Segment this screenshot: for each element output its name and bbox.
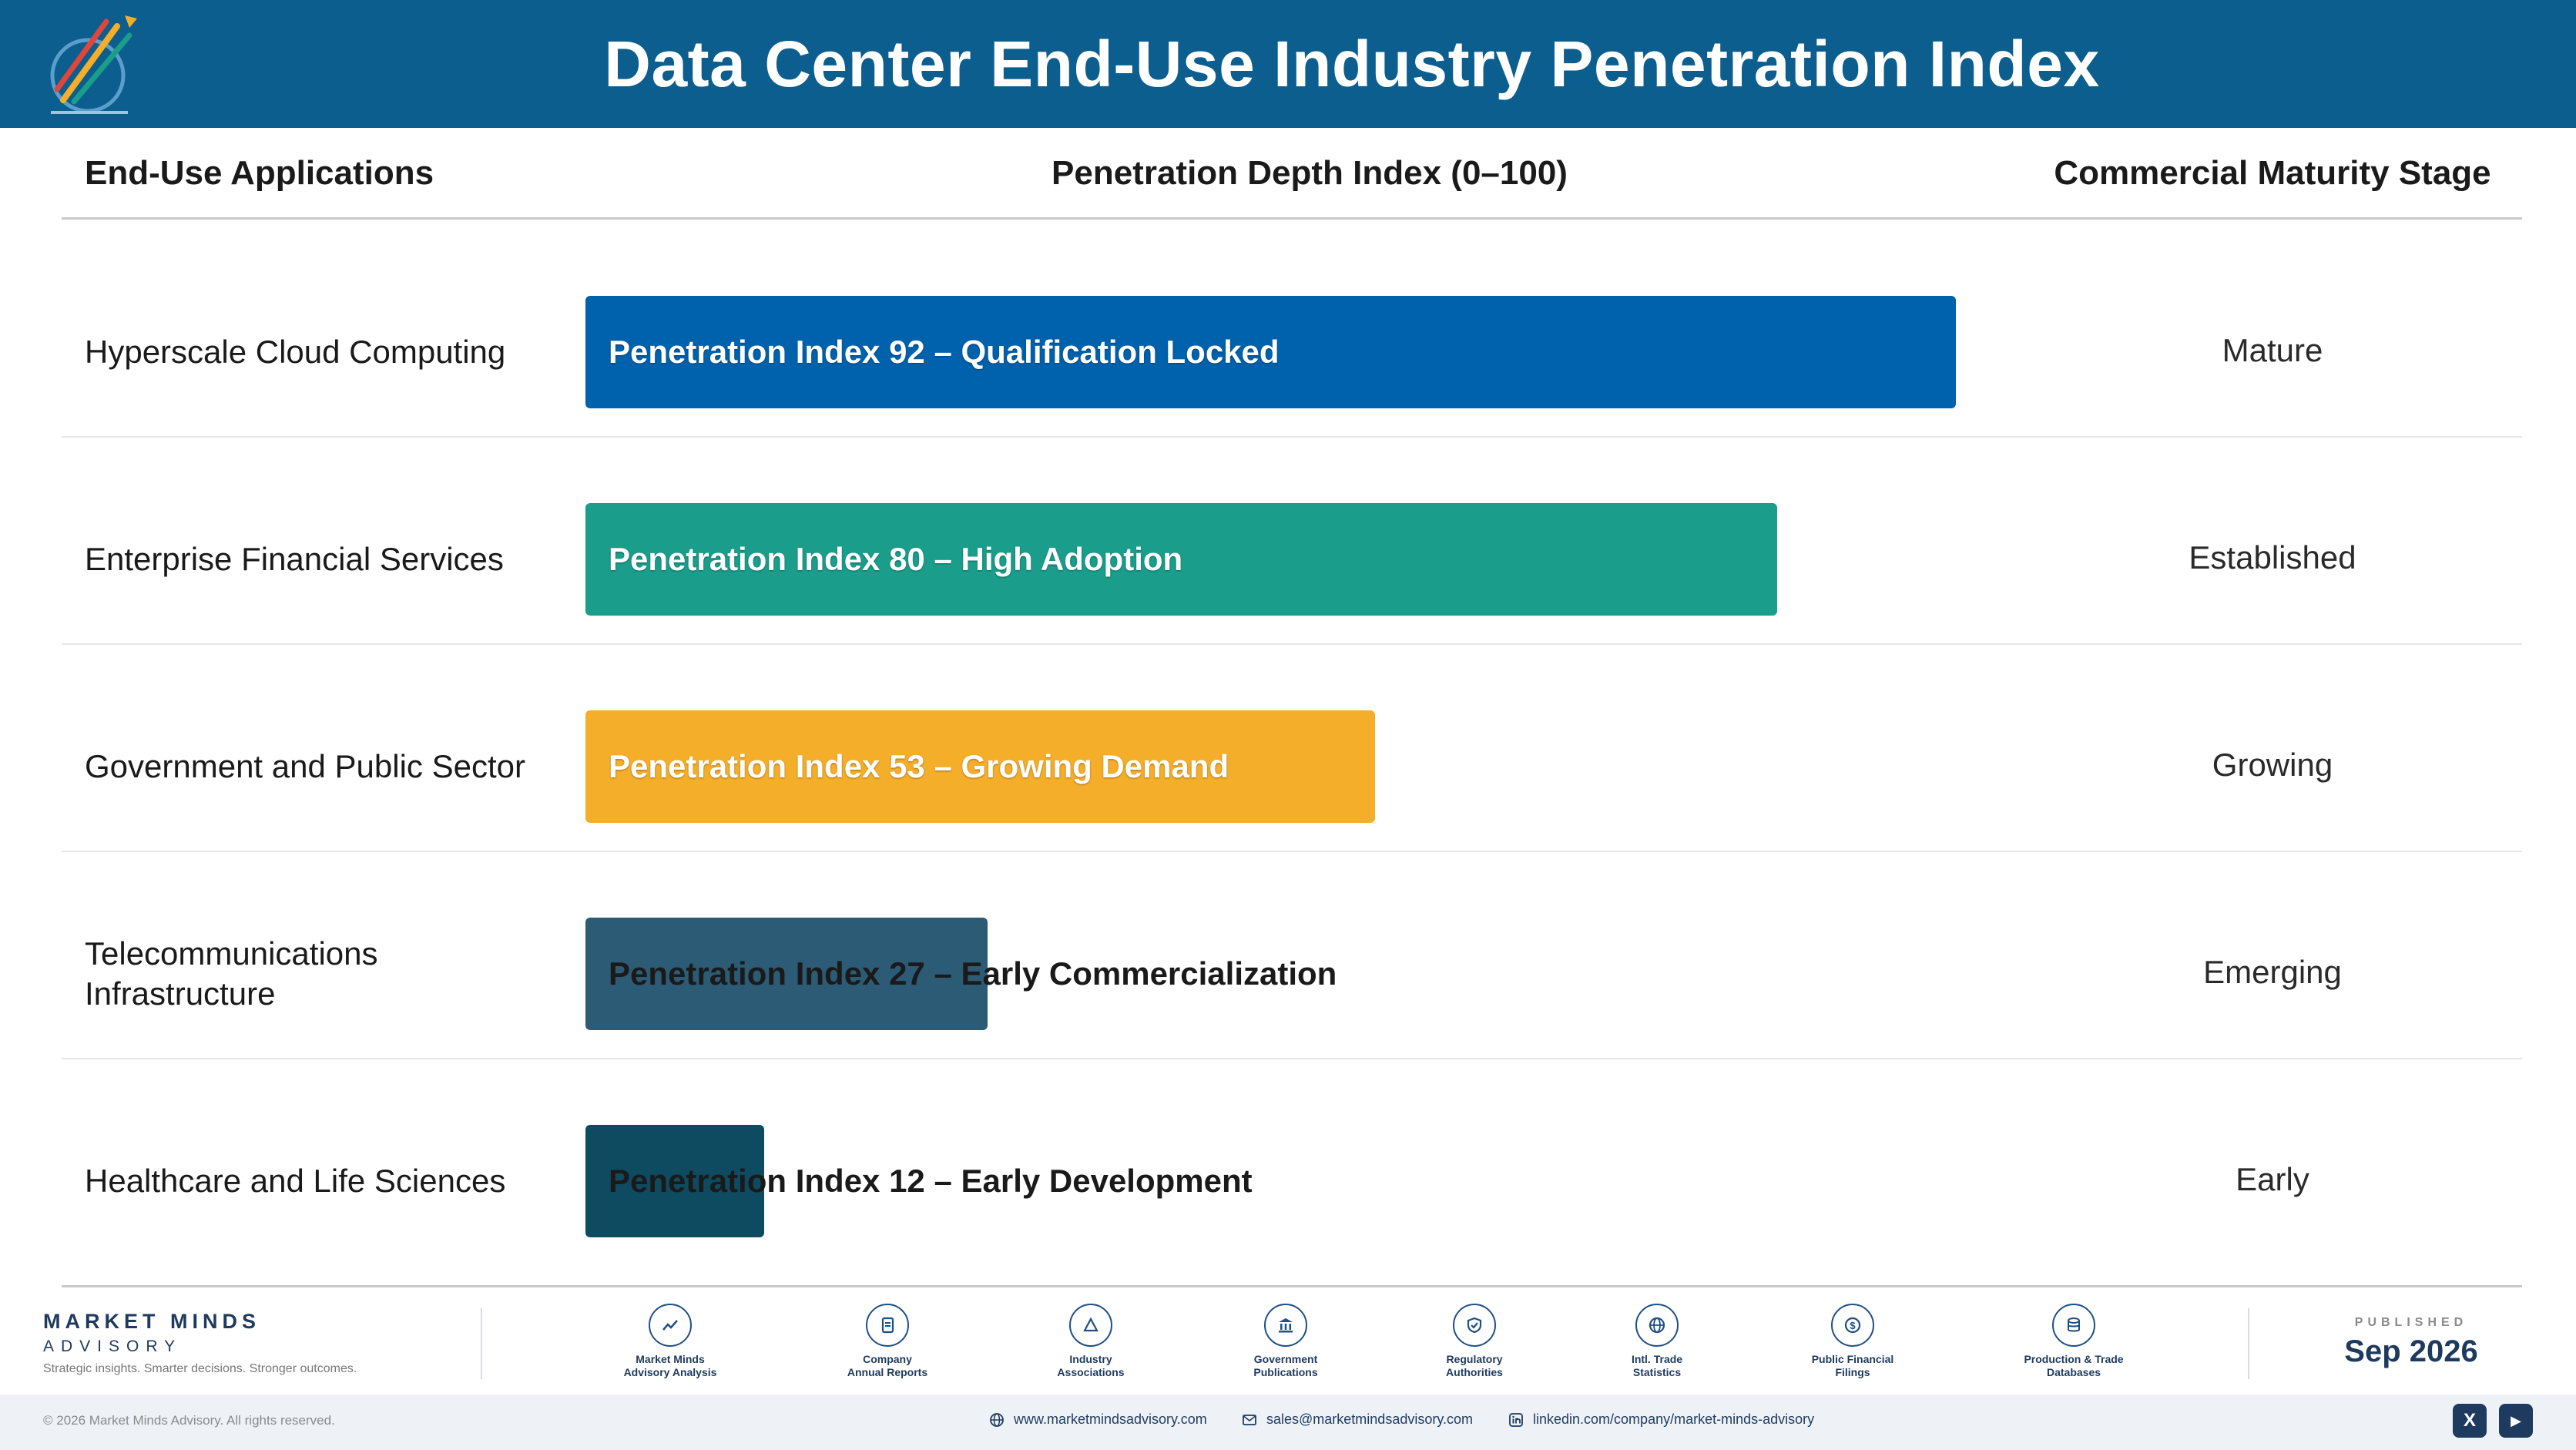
source-label-line1: Company — [863, 1353, 912, 1365]
bar — [585, 1125, 765, 1237]
source-label-line2: Statistics — [1632, 1366, 1682, 1378]
website-text: www.marketmindsadvisory.com — [1014, 1411, 1207, 1427]
bar — [585, 503, 1778, 616]
bar — [585, 296, 1957, 408]
globe-icon — [990, 1412, 1004, 1427]
header-divider — [62, 217, 2522, 220]
linkedin-text: linkedin.com/company/market-minds-adviso… — [1533, 1411, 1815, 1427]
source-label: Intl. Trade Statistics — [1580, 1353, 1734, 1379]
source-label-line2: Annual Reports — [847, 1366, 928, 1378]
source-label: Industry Associations — [1014, 1353, 1168, 1379]
footer: MARKET MINDS ADVISORY Strategic insights… — [0, 1293, 2576, 1450]
bar-data-label: Penetration Index 12 – Early Development — [609, 1163, 1253, 1199]
chart-bottom-divider — [62, 1285, 2522, 1287]
maturity-stage: Mature — [2222, 332, 2323, 368]
source-label-line1: Industry — [1069, 1353, 1112, 1365]
footer-divider — [2248, 1308, 2249, 1379]
logo-icon — [50, 15, 137, 114]
footer-contact-band — [0, 1395, 2576, 1450]
brand-sub: ADVISORY — [43, 1338, 183, 1355]
email-text: sales@marketmindsadvisory.com — [1266, 1411, 1474, 1427]
source-item: Industry Associations — [1014, 1304, 1168, 1379]
source-label-line2: Associations — [1057, 1366, 1125, 1378]
row-divider — [62, 851, 2522, 852]
source-item: Regulatory Authorities — [1397, 1304, 1551, 1379]
source-label-line1: Public Financial — [1811, 1353, 1894, 1365]
website-link[interactable]: www.marketmindsadvisory.com — [989, 1411, 1207, 1428]
column-header-applications: End-Use Applications — [85, 154, 434, 192]
source-label: Company Annual Reports — [810, 1353, 964, 1379]
source-item: Market Minds Advisory Analysis — [593, 1304, 747, 1379]
source-label-line2: Advisory Analysis — [623, 1366, 717, 1378]
published-label: PUBLISHED — [2354, 1316, 2468, 1329]
row-label: Government and Public Sector — [85, 748, 525, 784]
source-item: $ Public Financial Filings — [1776, 1304, 1930, 1379]
maturity-stage: Established — [2189, 539, 2356, 576]
svg-text:$: $ — [1850, 1320, 1856, 1331]
copyright-text: © 2026 Market Minds Advisory. All rights… — [43, 1413, 335, 1428]
source-label-line1: Market Minds — [636, 1353, 705, 1365]
source-label-line1: Government — [1253, 1353, 1318, 1365]
bar — [585, 710, 1376, 823]
database-icon — [2052, 1304, 2095, 1347]
source-label: Regulatory Authorities — [1397, 1353, 1551, 1379]
maturity-stage: Emerging — [2203, 954, 2342, 990]
trend-chart-icon — [649, 1304, 692, 1347]
source-label: Market Minds Advisory Analysis — [593, 1353, 747, 1379]
source-label-line1: Production & Trade — [2024, 1353, 2124, 1365]
source-label-line2: Publications — [1253, 1366, 1318, 1378]
document-icon — [866, 1304, 909, 1347]
row-divider — [62, 1058, 2522, 1059]
published-date: Sep 2026 — [2344, 1334, 2478, 1368]
government-building-icon — [1264, 1304, 1307, 1347]
mail-icon — [1243, 1414, 1256, 1425]
source-label-line1: Intl. Trade — [1631, 1353, 1683, 1365]
bar-data-label: Penetration Index 92 – Qualification Loc… — [609, 334, 1280, 370]
bar-data-label: Penetration Index 27 – Early Commerciali… — [609, 955, 1337, 992]
source-label: Government Publications — [1209, 1353, 1363, 1379]
row-label: Healthcare and Life Sciences — [85, 1163, 506, 1199]
header-bar: Data Center End-Use Industry Penetration… — [0, 0, 2576, 128]
linkedin-link[interactable]: linkedin.com/company/market-minds-adviso… — [1508, 1411, 1814, 1428]
linkedin-icon — [1509, 1412, 1523, 1427]
row-divider — [62, 436, 2522, 438]
source-item: Intl. Trade Statistics — [1580, 1304, 1734, 1379]
source-item: Government Publications — [1209, 1304, 1363, 1379]
source-label: Production & Trade Databases — [1997, 1353, 2151, 1379]
row-divider — [62, 643, 2522, 645]
brand-tagline: Strategic insights. Smarter decisions. S… — [43, 1362, 357, 1375]
row-label: Hyperscale Cloud Computing — [85, 334, 506, 370]
column-header-maturity: Commercial Maturity Stage — [2054, 154, 2491, 192]
bar-data-label: Penetration Index 53 – Growing Demand — [609, 748, 1229, 784]
footer-divider — [481, 1308, 482, 1379]
source-label-line2: Authorities — [1446, 1366, 1503, 1378]
page-title: Data Center End-Use Industry Penetration… — [604, 28, 2100, 100]
dollar-icon: $ — [1831, 1304, 1874, 1347]
youtube-social-icon[interactable]: ▶ — [2499, 1404, 2533, 1438]
shield-check-icon — [1453, 1304, 1496, 1347]
column-header-penetration: Penetration Depth Index (0–100) — [1052, 154, 1568, 192]
row-label: Enterprise Financial Services — [85, 541, 504, 577]
source-label-line1: Regulatory — [1446, 1353, 1503, 1365]
source-item: Company Annual Reports — [810, 1304, 964, 1379]
source-label: Public Financial Filings — [1776, 1353, 1930, 1379]
source-label-line2: Filings — [1835, 1366, 1870, 1378]
bar — [585, 918, 988, 1030]
network-icon — [1069, 1304, 1112, 1347]
source-item: Production & Trade Databases — [1997, 1304, 2151, 1379]
maturity-stage: Early — [2236, 1161, 2309, 1197]
email-link[interactable]: sales@marketmindsadvisory.com — [1242, 1411, 1473, 1428]
row-label: Telecommunications Infrastructure — [85, 935, 378, 1012]
globe-icon — [1635, 1304, 1679, 1347]
source-label-line2: Databases — [2046, 1366, 2101, 1378]
brand-name: MARKET MINDS — [43, 1310, 260, 1333]
x-social-icon[interactable]: X — [2453, 1404, 2487, 1438]
maturity-stage: Growing — [2212, 747, 2333, 783]
bar-data-label: Penetration Index 80 – High Adoption — [609, 541, 1183, 577]
